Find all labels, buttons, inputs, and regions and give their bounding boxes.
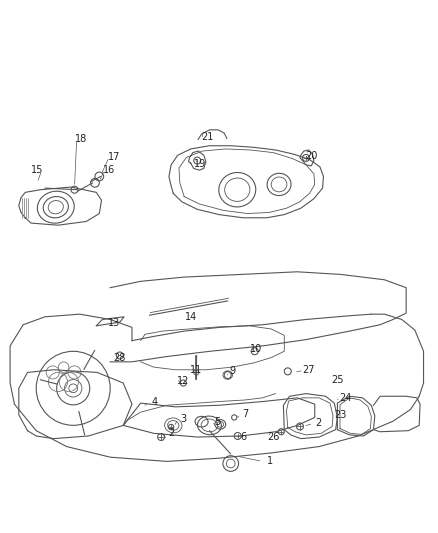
Text: 15: 15 bbox=[31, 165, 43, 175]
Text: 5: 5 bbox=[214, 417, 220, 427]
Text: 26: 26 bbox=[267, 432, 279, 442]
Text: 25: 25 bbox=[331, 375, 344, 385]
Text: 13: 13 bbox=[109, 318, 121, 328]
Text: 2: 2 bbox=[315, 418, 321, 429]
Text: 12: 12 bbox=[177, 376, 190, 386]
Text: 4: 4 bbox=[152, 397, 158, 407]
Text: 27: 27 bbox=[302, 365, 315, 375]
Text: 3: 3 bbox=[180, 414, 187, 424]
Text: 11: 11 bbox=[190, 365, 202, 375]
Text: 17: 17 bbox=[108, 152, 121, 162]
Text: 10: 10 bbox=[250, 344, 262, 353]
Text: 20: 20 bbox=[305, 151, 318, 161]
Text: 18: 18 bbox=[75, 134, 87, 144]
Text: 14: 14 bbox=[184, 312, 197, 322]
Text: 21: 21 bbox=[201, 132, 213, 142]
Text: 7: 7 bbox=[242, 409, 248, 419]
Text: 2: 2 bbox=[168, 429, 174, 438]
Text: 1: 1 bbox=[267, 456, 273, 466]
Text: 24: 24 bbox=[339, 393, 351, 403]
Text: 28: 28 bbox=[113, 353, 126, 362]
Text: 9: 9 bbox=[229, 366, 235, 376]
Text: 19: 19 bbox=[194, 159, 206, 169]
Text: 16: 16 bbox=[103, 165, 116, 175]
Text: 23: 23 bbox=[335, 410, 347, 420]
Text: 6: 6 bbox=[240, 432, 247, 442]
